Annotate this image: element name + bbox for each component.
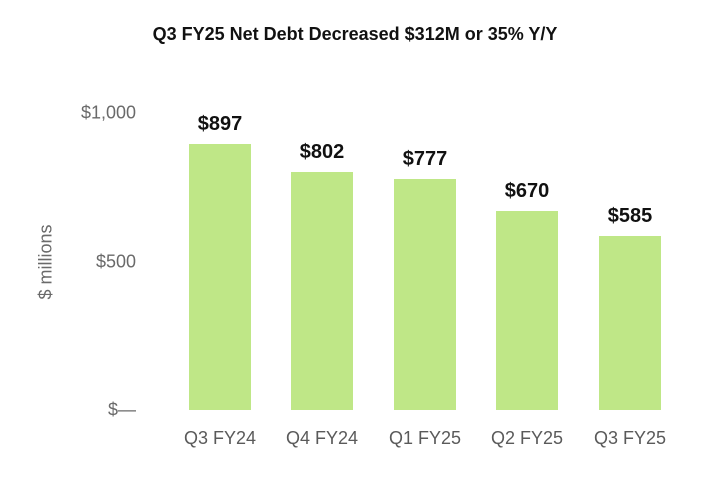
y-tick-label: $1,000 (80, 102, 136, 123)
x-tick-label: Q2 FY25 (490, 428, 564, 448)
bar (394, 179, 456, 410)
y-tick-label: $— (107, 399, 136, 420)
bar-value-label: $897 (197, 112, 243, 135)
x-tick-label: Q3 FY25 (593, 428, 667, 448)
bar-value-label: $670 (504, 180, 550, 202)
x-tick-label: Q4 FY24 (285, 428, 359, 448)
bar (599, 236, 661, 410)
y-axis-label: $ millions (35, 224, 56, 300)
x-tick-label: Q1 FY25 (388, 428, 462, 448)
bar (189, 143, 251, 410)
y-tick-label: $500 (95, 251, 136, 271)
bar (496, 211, 558, 410)
bar-value-label: $777 (402, 148, 448, 171)
chart-title: Q3 FY25 Net Debt Decreased $312M or 35% … (152, 24, 558, 44)
bar-value-label: $802 (299, 140, 345, 163)
x-tick-label: Q3 FY24 (183, 428, 257, 448)
bar (291, 171, 353, 410)
bar-value-label: $585 (607, 205, 653, 228)
